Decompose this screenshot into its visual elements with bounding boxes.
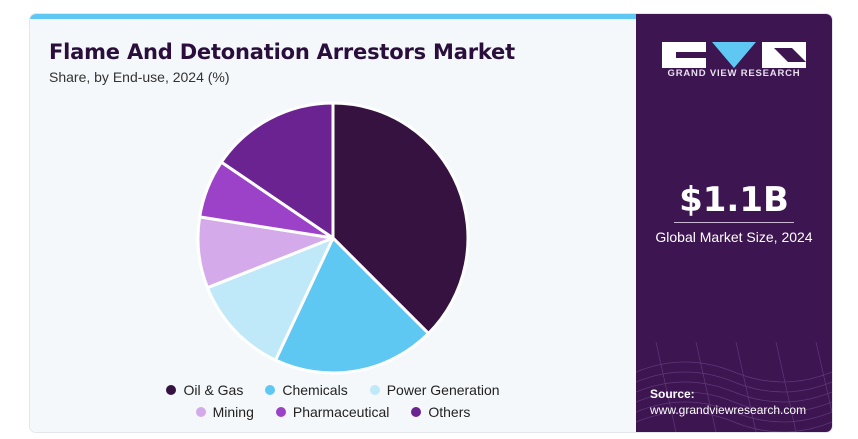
pie-chart bbox=[196, 101, 470, 375]
divider bbox=[674, 222, 794, 223]
summary-panel: GRAND VIEW RESEARCH $1.1B Global Market … bbox=[636, 14, 832, 432]
pie-slice-chemicals[interactable] bbox=[274, 236, 430, 375]
legend-row-1: Oil & Gas Chemicals Power Generation bbox=[30, 382, 636, 398]
pie-slice-others[interactable] bbox=[219, 101, 335, 240]
legend-swatch bbox=[411, 407, 422, 417]
market-size-label: Global Market Size, 2024 bbox=[655, 229, 813, 245]
market-size-value: $1.1B bbox=[679, 180, 789, 220]
legend-item: Power Generation bbox=[369, 382, 500, 398]
legend-item: Mining bbox=[195, 404, 254, 420]
pie-slice-power-generation[interactable] bbox=[205, 236, 335, 362]
pie-slice-oil-gas[interactable] bbox=[331, 101, 470, 335]
legend-label: Mining bbox=[212, 404, 254, 420]
brand-logo-icon bbox=[662, 42, 806, 68]
chart-panel: Flame And Detonation Arrestors Market Sh… bbox=[30, 14, 636, 432]
legend-swatch bbox=[166, 385, 177, 395]
legend-row-2: Mining Pharmaceutical Others bbox=[30, 404, 636, 420]
legend-item: Pharmaceutical bbox=[275, 404, 390, 420]
legend-item: Oil & Gas bbox=[166, 382, 243, 398]
chart-subtitle: Share, by End-use, 2024 (%) bbox=[49, 69, 230, 85]
legend-label: Oil & Gas bbox=[183, 382, 244, 398]
infographic-card: Flame And Detonation Arrestors Market Sh… bbox=[30, 14, 832, 432]
legend-item: Others bbox=[411, 404, 470, 420]
brand-name: GRAND VIEW RESEARCH bbox=[667, 68, 801, 79]
legend-label: Others bbox=[428, 404, 471, 420]
legend-swatch bbox=[369, 385, 380, 395]
legend-label: Chemicals bbox=[282, 382, 348, 398]
legend-label: Pharmaceutical bbox=[292, 404, 390, 420]
source-link[interactable]: www.grandviewresearch.com bbox=[650, 403, 807, 417]
source-note: Source: www.grandviewresearch.com bbox=[650, 386, 806, 418]
legend-swatch bbox=[195, 407, 206, 417]
legend-swatch bbox=[275, 407, 286, 417]
legend-swatch bbox=[265, 385, 276, 395]
legend-item: Chemicals bbox=[265, 382, 348, 398]
legend-label: Power Generation bbox=[386, 382, 500, 398]
decorative-wave bbox=[636, 342, 832, 432]
source-label: Source: bbox=[650, 387, 695, 401]
chart-title: Flame And Detonation Arrestors Market bbox=[49, 40, 515, 64]
